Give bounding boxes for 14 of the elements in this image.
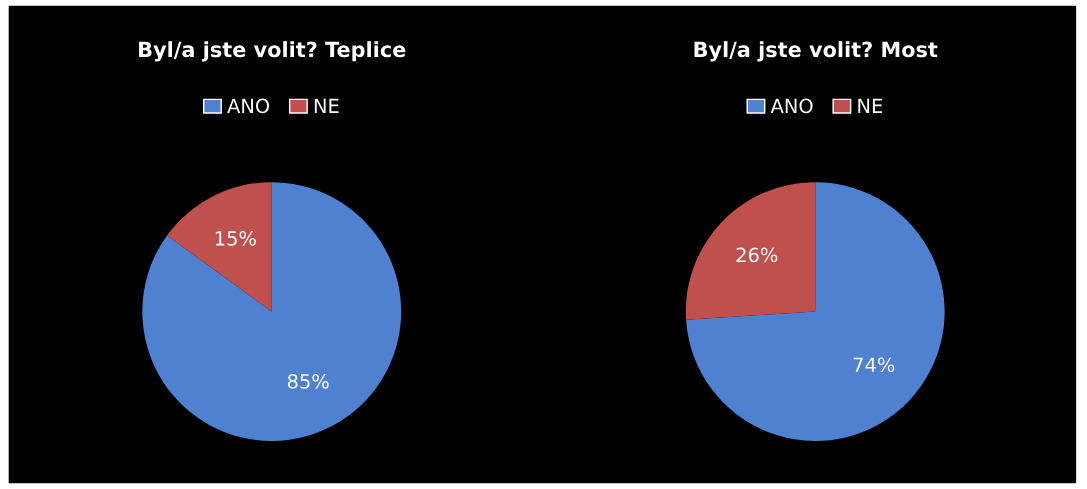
chart-title: Byl/a jste volit? Most bbox=[694, 41, 938, 62]
legend-label: NE bbox=[314, 98, 339, 113]
data-label: 85% bbox=[287, 373, 329, 389]
data-label: 74% bbox=[853, 357, 895, 373]
legend-label: ANO bbox=[770, 98, 813, 114]
data-label: 26% bbox=[736, 247, 778, 263]
legend-label: NE bbox=[858, 98, 883, 113]
legend-label: ANO bbox=[227, 98, 270, 114]
pie-slice bbox=[686, 182, 945, 441]
pie-slice bbox=[685, 182, 816, 320]
chart-title: Byl/a jste volit? Teplice bbox=[139, 41, 406, 62]
data-label: 15% bbox=[215, 231, 256, 246]
pie-slice bbox=[167, 182, 272, 312]
pie-slice bbox=[142, 182, 402, 441]
